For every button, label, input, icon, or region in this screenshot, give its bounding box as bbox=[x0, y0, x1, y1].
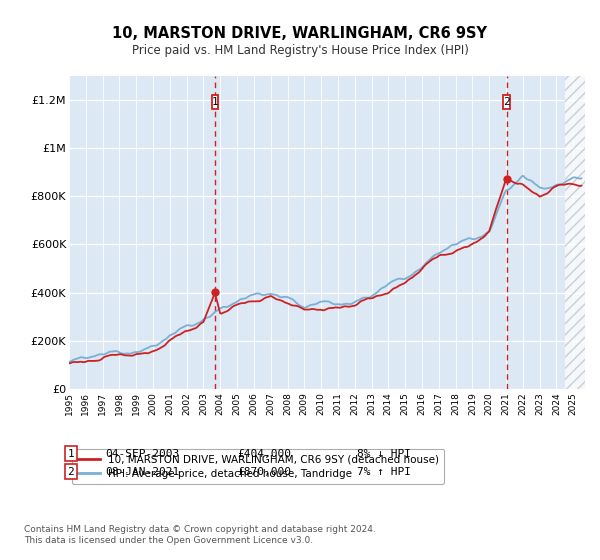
Text: This data is licensed under the Open Government Licence v3.0.: This data is licensed under the Open Gov… bbox=[24, 536, 313, 545]
Text: £870,000: £870,000 bbox=[237, 466, 291, 477]
Legend: 10, MARSTON DRIVE, WARLINGHAM, CR6 9SY (detached house), HPI: Average price, det: 10, MARSTON DRIVE, WARLINGHAM, CR6 9SY (… bbox=[71, 449, 444, 484]
Text: 8% ↓ HPI: 8% ↓ HPI bbox=[357, 449, 411, 459]
Text: 1: 1 bbox=[211, 97, 218, 108]
Text: 7% ↑ HPI: 7% ↑ HPI bbox=[357, 466, 411, 477]
Text: 2: 2 bbox=[67, 466, 74, 477]
FancyBboxPatch shape bbox=[212, 95, 218, 109]
Text: 08-JAN-2021: 08-JAN-2021 bbox=[105, 466, 179, 477]
Text: £404,000: £404,000 bbox=[237, 449, 291, 459]
Text: Contains HM Land Registry data © Crown copyright and database right 2024.: Contains HM Land Registry data © Crown c… bbox=[24, 525, 376, 534]
FancyBboxPatch shape bbox=[503, 95, 510, 109]
Text: 10, MARSTON DRIVE, WARLINGHAM, CR6 9SY: 10, MARSTON DRIVE, WARLINGHAM, CR6 9SY bbox=[113, 26, 487, 41]
Text: 1: 1 bbox=[67, 449, 74, 459]
Bar bbox=[565, 76, 585, 389]
Text: 04-SEP-2003: 04-SEP-2003 bbox=[105, 449, 179, 459]
Text: Price paid vs. HM Land Registry's House Price Index (HPI): Price paid vs. HM Land Registry's House … bbox=[131, 44, 469, 57]
Text: 2: 2 bbox=[503, 97, 510, 108]
